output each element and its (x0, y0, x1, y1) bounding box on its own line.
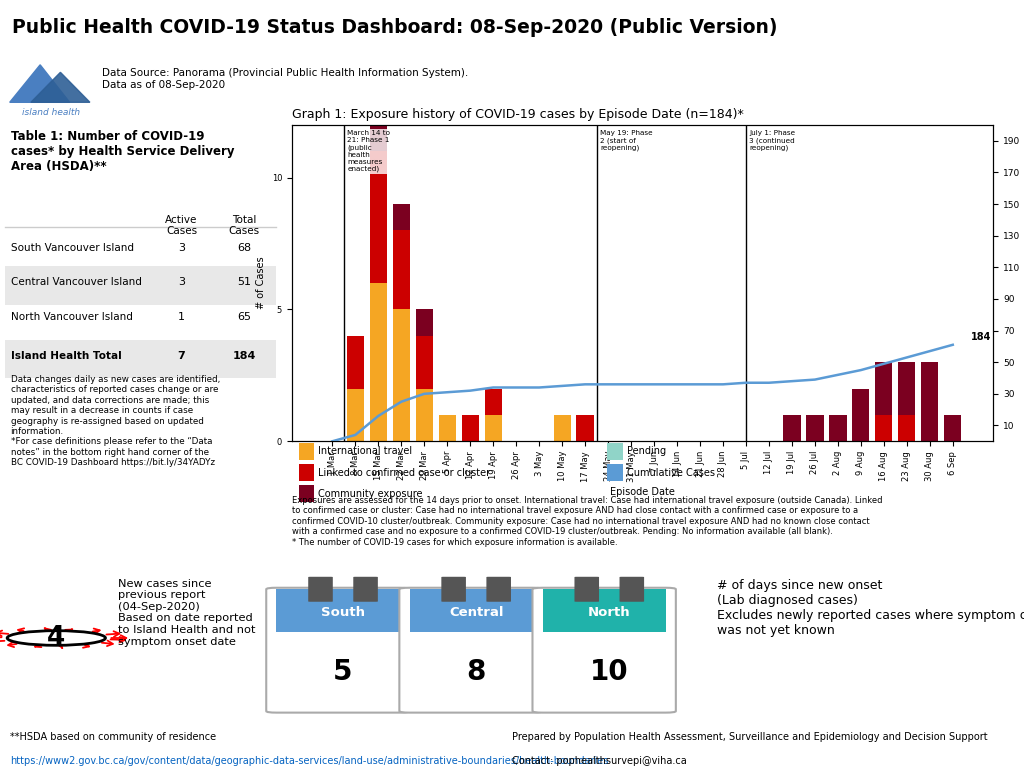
FancyBboxPatch shape (574, 577, 599, 601)
Text: North Vancouver Island: North Vancouver Island (10, 312, 132, 322)
FancyBboxPatch shape (353, 577, 378, 601)
Circle shape (7, 631, 105, 645)
Bar (852, 388, 869, 441)
Text: North: North (588, 606, 631, 619)
Bar (276, 589, 399, 632)
Bar (922, 362, 938, 441)
Bar (392, 204, 410, 230)
Bar (554, 415, 570, 441)
FancyBboxPatch shape (441, 577, 466, 601)
Text: Island Health Total: Island Health Total (10, 351, 121, 362)
FancyBboxPatch shape (486, 577, 511, 601)
FancyBboxPatch shape (5, 341, 276, 378)
Bar (392, 230, 410, 309)
FancyBboxPatch shape (266, 588, 410, 712)
Text: 5: 5 (333, 658, 353, 686)
Bar (783, 415, 801, 441)
Text: South: South (322, 606, 365, 619)
Text: Exposures are assessed for the 14 days prior to onset. International travel: Cas: Exposures are assessed for the 14 days p… (292, 496, 883, 547)
Text: **HSDA based on community of residence: **HSDA based on community of residence (10, 732, 216, 742)
Text: Contact: pophealthsurvepi@viha.ca: Contact: pophealthsurvepi@viha.ca (512, 756, 687, 766)
Text: Central Vancouver Island: Central Vancouver Island (10, 277, 141, 287)
Bar (299, 443, 314, 460)
Text: Total
Cases: Total Cases (228, 215, 259, 237)
Bar (876, 415, 893, 441)
Bar (543, 589, 666, 632)
Text: 184: 184 (232, 351, 256, 362)
Bar (299, 464, 314, 481)
Text: March 14 to
21: Phase 1
(public
health
measures
enacted): March 14 to 21: Phase 1 (public health m… (347, 130, 390, 173)
Text: South Vancouver Island: South Vancouver Island (10, 243, 133, 253)
Bar (944, 415, 962, 441)
Text: Table 1: Number of COVID-19
cases* by Health Service Delivery
Area (HSDA)**: Table 1: Number of COVID-19 cases* by He… (10, 130, 234, 173)
FancyBboxPatch shape (308, 577, 333, 601)
Text: 68: 68 (237, 243, 251, 253)
Text: Graph 1: Exposure history of COVID-19 cases by Episode Date (n=184)*: Graph 1: Exposure history of COVID-19 ca… (292, 108, 743, 121)
Text: Data Source: Panorama (Provincial Public Health Information System).
Data as of : Data Source: Panorama (Provincial Public… (102, 68, 469, 90)
Text: 8: 8 (467, 658, 485, 686)
Text: Prepared by Population Health Assessment, Surveillance and Epidemiology and Deci: Prepared by Population Health Assessment… (512, 732, 987, 742)
FancyBboxPatch shape (620, 577, 644, 601)
Bar (484, 389, 502, 415)
Polygon shape (10, 65, 70, 102)
Bar (898, 415, 915, 441)
Bar (438, 415, 456, 441)
Text: island health: island health (23, 108, 80, 117)
Bar (370, 152, 387, 283)
Bar (876, 362, 893, 415)
Text: Data changes daily as new cases are identified,
characteristics of reported case: Data changes daily as new cases are iden… (10, 375, 220, 467)
Text: Public Health COVID-19 Status Dashboard: 08-Sep-2020 (Public Version): Public Health COVID-19 Status Dashboard:… (12, 18, 778, 37)
Bar (829, 415, 847, 441)
Bar (392, 309, 410, 441)
Text: # of days since new onset
(Lab diagnosed cases)
Excludes newly reported cases wh: # of days since new onset (Lab diagnosed… (717, 579, 1024, 637)
Text: Cumulative Cases: Cumulative Cases (627, 468, 715, 477)
Text: 3: 3 (178, 243, 185, 253)
Text: Community exposure: Community exposure (318, 489, 423, 499)
Y-axis label: # of Cases: # of Cases (256, 257, 266, 309)
Text: Central: Central (449, 606, 504, 619)
Bar (484, 415, 502, 441)
Bar (607, 443, 623, 460)
Text: 65: 65 (237, 312, 251, 322)
Polygon shape (31, 73, 90, 102)
Bar (416, 336, 433, 388)
X-axis label: Episode Date: Episode Date (610, 487, 675, 497)
FancyBboxPatch shape (399, 588, 543, 712)
Bar (347, 336, 364, 388)
FancyBboxPatch shape (532, 588, 676, 712)
Text: 51: 51 (237, 277, 251, 287)
Bar (299, 485, 314, 502)
Text: 4: 4 (47, 625, 66, 651)
Text: 3: 3 (178, 277, 185, 287)
Bar (607, 464, 623, 481)
Bar (370, 125, 387, 152)
Text: International travel: International travel (318, 446, 413, 456)
Text: Pending: Pending (627, 446, 667, 456)
Bar (370, 283, 387, 441)
Text: New cases since
previous report
(04-Sep-2020)
Based on date reported
to Island H: New cases since previous report (04-Sep-… (118, 579, 255, 647)
Bar (347, 388, 364, 441)
Bar (806, 415, 823, 441)
Bar (416, 309, 433, 336)
Text: 10: 10 (590, 658, 629, 686)
Text: Linked to confirmed case or cluster: Linked to confirmed case or cluster (318, 468, 490, 477)
Text: July 1: Phase
3 (continued
reopening): July 1: Phase 3 (continued reopening) (750, 130, 796, 152)
Text: https://www2.gov.bc.ca/gov/content/data/geographic-data-services/land-use/admini: https://www2.gov.bc.ca/gov/content/data/… (10, 756, 608, 766)
Bar (462, 415, 479, 441)
Text: 7: 7 (177, 351, 185, 362)
Text: May 19: Phase
2 (start of
reopening): May 19: Phase 2 (start of reopening) (600, 130, 652, 152)
Text: Active
Cases: Active Cases (165, 215, 198, 237)
FancyBboxPatch shape (5, 266, 276, 305)
Text: 1: 1 (178, 312, 185, 322)
Bar (898, 362, 915, 415)
Bar (577, 415, 594, 441)
Bar (410, 589, 532, 632)
Bar (416, 388, 433, 441)
Text: 184: 184 (971, 332, 991, 341)
